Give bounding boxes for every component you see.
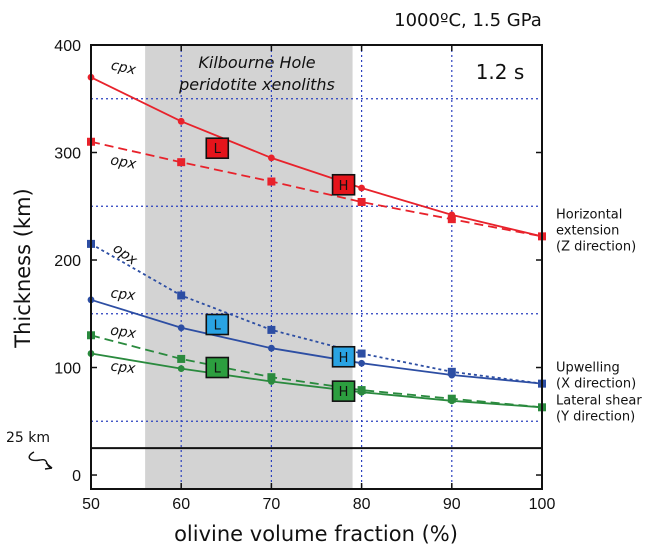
data-point xyxy=(268,378,275,385)
shaded-region-label-line1: Kilbourne Hole xyxy=(198,53,315,72)
plot-frame xyxy=(90,44,543,490)
reference-arrowhead xyxy=(44,462,53,470)
y-axis-title: Thickness (km) xyxy=(11,188,35,348)
series-line-cpx xyxy=(90,352,543,409)
axes-layer: 50 60 70 80 90 100 0 100 200 300 400 xyxy=(54,38,555,513)
shaded-region-label-line2: peridotite xenoliths xyxy=(178,75,335,94)
marker-text-L: L xyxy=(214,319,222,334)
shaded-region-layer xyxy=(145,45,353,489)
data-point xyxy=(177,158,186,167)
data-point xyxy=(267,177,276,186)
group-label: (X direction) xyxy=(556,377,636,392)
conditions-label: 1000ºC, 1.5 GPa xyxy=(394,10,542,31)
marker-text-H: H xyxy=(339,351,349,366)
group-label: extension xyxy=(556,223,619,238)
grid-layer xyxy=(91,45,542,489)
time-label: 1.2 s xyxy=(476,60,525,84)
data-point xyxy=(177,354,186,363)
data-point xyxy=(267,373,276,382)
data-point xyxy=(358,359,365,367)
data-point xyxy=(358,184,365,192)
marker-box-H xyxy=(331,345,356,368)
y-tick-label: 300 xyxy=(54,146,81,163)
group-label: (Y direction) xyxy=(556,409,635,424)
marker-box-H xyxy=(331,173,356,196)
hl-marker-layer: L H L H L H xyxy=(205,137,356,402)
x-tick-label: 60 xyxy=(172,496,190,513)
series-layer xyxy=(87,73,546,412)
annotation-layer: 25 km cpx opx opx cpx opx cpx Horizontalextensi… xyxy=(6,58,642,470)
group-label: Horizontal xyxy=(556,207,622,222)
group-label: (Z direction) xyxy=(556,239,636,254)
x-tick-label: 70 xyxy=(263,496,281,513)
series-line-opx xyxy=(90,140,543,238)
data-point xyxy=(447,215,456,224)
series-line-opx xyxy=(90,334,543,409)
x-tick-label: 90 xyxy=(443,496,461,513)
data-point xyxy=(448,371,456,379)
marker-text-L: L xyxy=(214,142,222,157)
group-label: Upwelling xyxy=(556,361,620,376)
series-line-opx xyxy=(90,243,543,385)
curve-label-opx: opx xyxy=(110,241,141,269)
marker-box-H xyxy=(331,380,356,402)
curve-label-cpx: cpx xyxy=(110,58,138,79)
data-point xyxy=(268,344,275,352)
data-point xyxy=(177,291,186,300)
curve-label-cpx: cpx xyxy=(110,285,137,304)
marker-box-L xyxy=(205,356,230,379)
data-point xyxy=(177,324,185,332)
curve-label-cpx: cpx xyxy=(110,359,137,378)
data-point xyxy=(357,197,366,206)
x-axis-title: olivine volume fraction (%) xyxy=(174,522,458,546)
data-point xyxy=(358,388,365,396)
marker-box-L xyxy=(205,137,230,160)
marker-text-H: H xyxy=(339,179,349,194)
y-tick-label: 400 xyxy=(54,38,81,55)
y-tick-label: 0 xyxy=(72,468,81,485)
shaded-region xyxy=(145,45,353,489)
curve-label-opx: opx xyxy=(109,323,137,343)
x-tick-label: 80 xyxy=(353,496,371,513)
data-point xyxy=(177,117,185,125)
marker-text-H: H xyxy=(339,385,349,400)
data-point xyxy=(267,325,276,334)
x-tick-label: 50 xyxy=(82,496,100,513)
series-line-cpx xyxy=(90,76,543,238)
y-tick-label: 200 xyxy=(54,253,81,270)
y-tick-label: 100 xyxy=(54,361,81,378)
marker-text-L: L xyxy=(214,362,222,377)
reference-line-label: 25 km xyxy=(6,430,50,446)
data-point xyxy=(448,397,456,405)
series-line-cpx xyxy=(90,298,543,385)
data-point xyxy=(177,365,185,372)
group-label: Lateral shear xyxy=(556,393,642,408)
x-tick-label: 100 xyxy=(529,496,556,513)
data-point xyxy=(357,349,366,358)
curve-label-opx: opx xyxy=(109,152,138,172)
marker-box-L xyxy=(205,313,230,336)
data-point xyxy=(268,154,275,162)
